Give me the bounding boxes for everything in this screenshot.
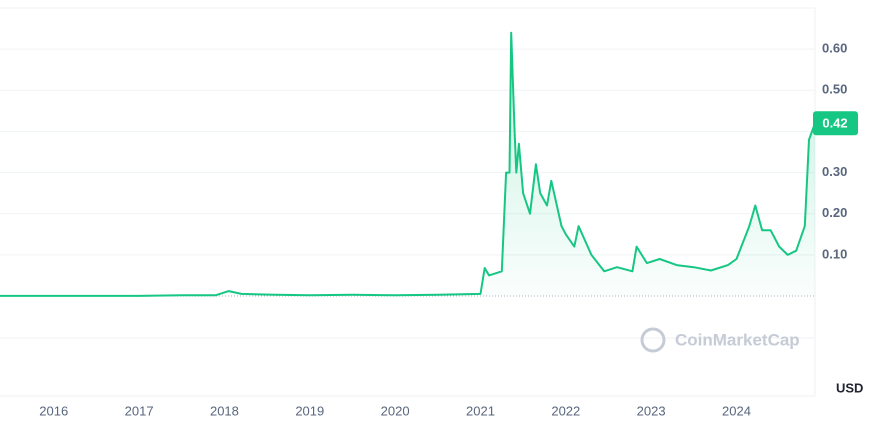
x-tick-label: 2018 (210, 403, 239, 418)
y-tick-label: 0.60 (822, 41, 847, 56)
current-price-label: 0.42 (822, 116, 847, 131)
price-line (0, 31, 816, 297)
x-tick-label: 2024 (722, 403, 751, 418)
x-tick-label: 2022 (551, 403, 580, 418)
x-tick-label: 2016 (39, 403, 68, 418)
currency-label: USD (836, 380, 863, 395)
x-tick-label: 2023 (637, 403, 666, 418)
y-tick-label: 0.20 (822, 205, 847, 220)
watermark-text: CoinMarketCap (675, 330, 800, 349)
x-tick-label: 2020 (381, 403, 410, 418)
x-tick-label: 2021 (466, 403, 495, 418)
x-tick-label: 2019 (295, 403, 324, 418)
y-tick-label: 0.50 (822, 82, 847, 97)
y-tick-label: 0.30 (822, 164, 847, 179)
price-area (0, 32, 815, 296)
watermark: CoinMarketCap (640, 327, 800, 353)
x-tick-label: 2017 (125, 403, 154, 418)
current-price-box (813, 111, 858, 136)
y-tick-label: 0.10 (822, 246, 847, 261)
watermark-logo (640, 327, 666, 353)
